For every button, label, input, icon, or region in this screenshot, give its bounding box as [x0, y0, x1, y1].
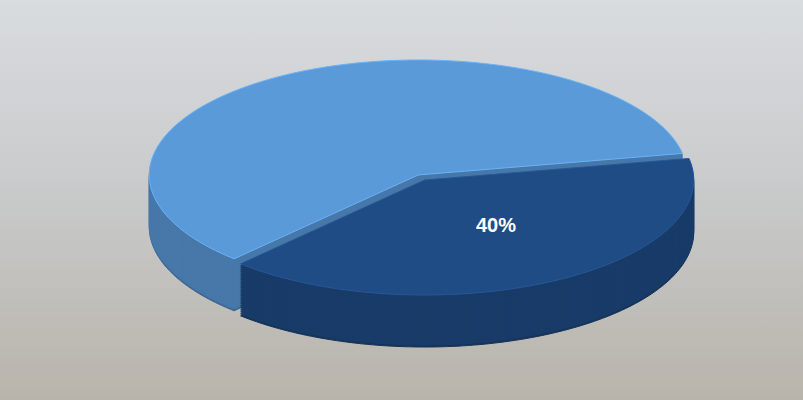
svg-text:40%: 40% [476, 214, 516, 236]
